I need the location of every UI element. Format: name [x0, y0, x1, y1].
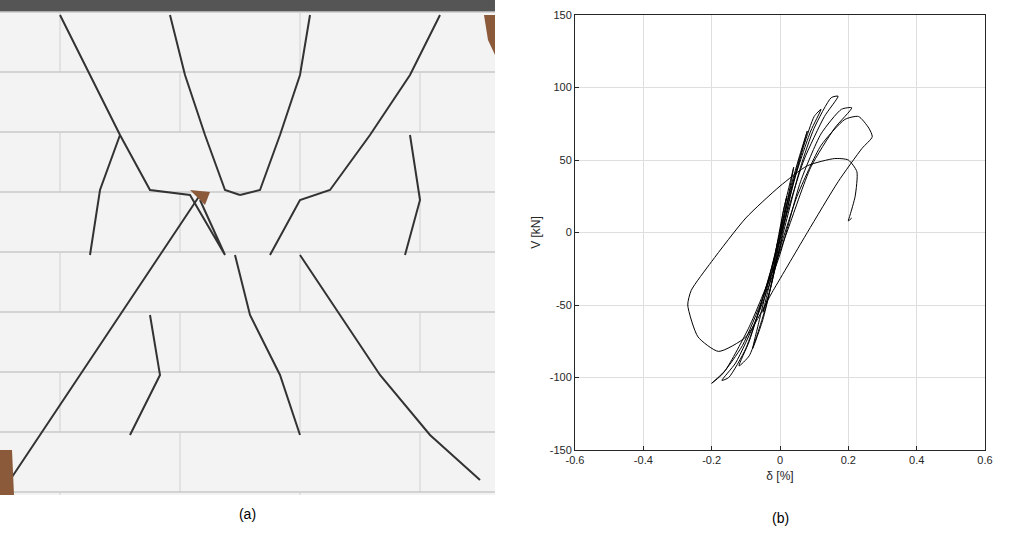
- svg-text:(b): (b): [772, 510, 789, 526]
- svg-text:δ [%]: δ [%]: [766, 469, 793, 483]
- svg-text:0: 0: [777, 454, 783, 466]
- svg-text:150: 150: [553, 9, 571, 21]
- svg-text:-150: -150: [550, 444, 572, 456]
- html-text:(a): (a): [238, 506, 257, 522]
- svg-text:0.6: 0.6: [977, 454, 992, 466]
- svg-text:-100: -100: [550, 371, 572, 383]
- svg-text:0: 0: [566, 226, 572, 238]
- svg-text:0.2: 0.2: [841, 454, 856, 466]
- svg-text:-50: -50: [556, 299, 572, 311]
- svg-text:V [kN]: V [kN]: [529, 216, 543, 249]
- svg-text:-0.6: -0.6: [566, 454, 585, 466]
- svg-text:0.4: 0.4: [909, 454, 924, 466]
- svg-text:50: 50: [560, 154, 572, 166]
- svg-text:100: 100: [553, 81, 571, 93]
- svg-text:-0.4: -0.4: [634, 454, 653, 466]
- svg-text:-0.2: -0.2: [702, 454, 721, 466]
